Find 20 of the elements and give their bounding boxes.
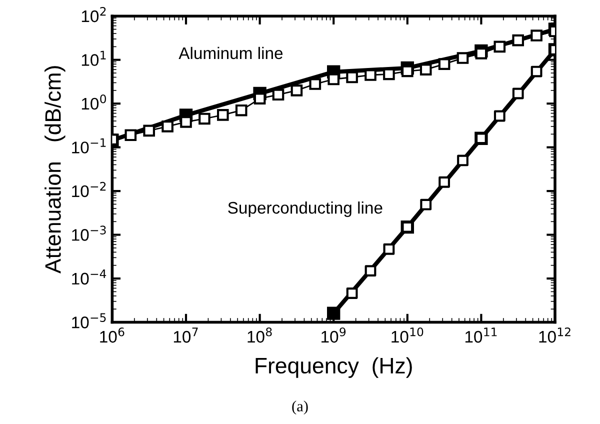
x-axis-title: Frequency (Hz): [256, 357, 412, 378]
y-tick-label: 10$^{−5}$: [72, 313, 106, 328]
y-tick-label: 10$^{−3}$: [72, 226, 106, 241]
x-tick-label: 10$^{10}$: [392, 327, 424, 343]
x-tick-label: 10$^{11}$: [465, 328, 497, 343]
annotation: Aluminum line: [178, 46, 283, 60]
annotation: Superconducting line: [228, 201, 382, 218]
y-tick-label: 10$^{1}$: [82, 50, 106, 66]
y-tick-label: 10$^{2}$: [82, 6, 106, 22]
x-tick-label: 10$^{8}$: [248, 327, 272, 343]
y-tick-label: 10$^{−2}$: [72, 182, 106, 198]
y-tick-label: 10$^{−1}$: [72, 138, 106, 154]
x-tick-label: 10$^{7}$: [174, 328, 198, 343]
y-axis-title: Attenuation (dB/cm): [44, 66, 66, 274]
y-tick-label: 10$^{−4}$: [72, 270, 106, 285]
x-tick-label: 10$^{9}$: [322, 327, 346, 343]
text: (a): [292, 400, 308, 415]
x-tick-label: 10$^{6}$: [100, 327, 124, 343]
x-tick-label: 10$^{12}$: [539, 327, 570, 343]
y-tick-label: 10$^{0}$: [82, 94, 106, 110]
